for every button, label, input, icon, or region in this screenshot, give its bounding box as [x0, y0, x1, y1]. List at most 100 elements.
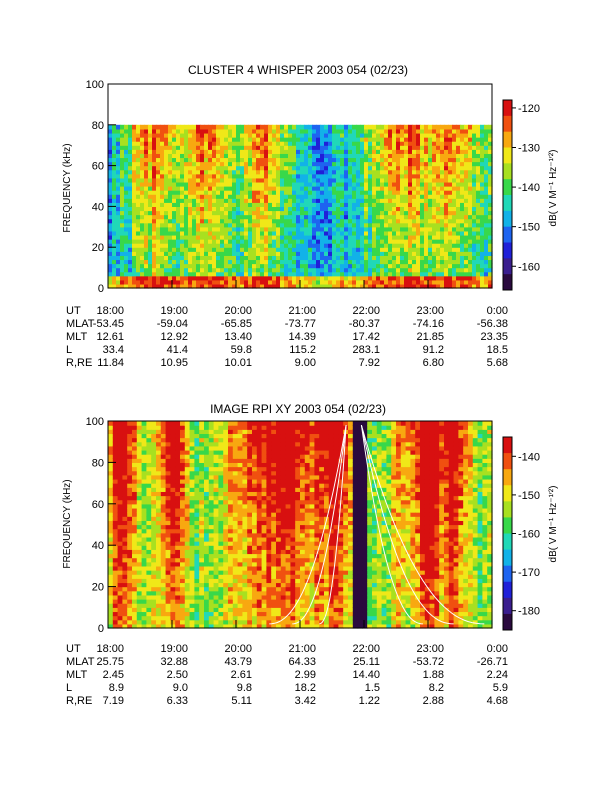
spectrogram-cell [204, 454, 210, 459]
spectrogram-cell [120, 181, 125, 187]
spectrogram-cell [120, 137, 125, 142]
spectrogram-cell [340, 177, 345, 183]
spectrogram-cell [268, 255, 273, 261]
spectrogram-cell [175, 582, 181, 588]
spectrogram-cell [468, 267, 473, 273]
spectrogram-cell [252, 206, 257, 212]
spectrogram-cell [384, 218, 389, 224]
spectrogram-cell [424, 243, 429, 248]
spectrogram-cell [240, 255, 245, 261]
spectrogram-cell [248, 177, 253, 183]
spectrogram-cell [124, 169, 129, 175]
spectrogram-cell [400, 153, 405, 159]
colorbar-tick-label: -140 [518, 182, 540, 194]
spectrogram-cell [320, 214, 325, 220]
spectrogram-cell [296, 186, 301, 191]
spectrogram-cell [132, 243, 137, 248]
spectrogram-cell [132, 230, 137, 236]
spectrogram-cell [175, 445, 181, 451]
spectrogram-cell [136, 251, 141, 256]
spectrogram-cell [160, 503, 167, 509]
spectrogram-cell [456, 247, 461, 252]
spectrogram-cell [144, 234, 149, 240]
spectrogram-cell [320, 190, 325, 195]
spectrogram-cell [404, 198, 409, 203]
spectrogram-cell [112, 226, 117, 232]
spectrogram-cell [146, 462, 152, 468]
spectrogram-cell [356, 190, 361, 195]
spectrogram-cell [165, 553, 171, 559]
spectrogram-cell [396, 263, 401, 269]
spectrogram-cell [332, 226, 337, 232]
spectrogram-cell [164, 222, 169, 228]
spectrogram-cell [184, 177, 189, 183]
spectrogram-cell [132, 495, 138, 501]
spectrogram-cell [424, 132, 429, 138]
spectrogram-cell [112, 206, 117, 212]
spectrogram-cell [324, 128, 329, 134]
spectrogram-cell [108, 239, 113, 244]
spectrogram-cell [300, 226, 305, 232]
spectrogram-cell [456, 181, 461, 187]
spectrogram-cell [364, 271, 369, 277]
spectrogram-cell [151, 594, 157, 600]
spectrogram-cell [204, 251, 209, 256]
spectrogram-cell [156, 169, 161, 175]
spectrogram-cell [240, 247, 245, 252]
spectrogram-cell [151, 528, 157, 534]
spectrogram-cell [188, 181, 193, 187]
spectrogram-cell [240, 145, 245, 150]
spectrogram-cell [108, 512, 114, 517]
spectrogram-cell [204, 141, 209, 146]
spectrogram-cell [464, 165, 469, 171]
spectrogram-cell [384, 153, 389, 159]
spectrogram-cell [280, 251, 285, 256]
spectrogram-cell [312, 198, 317, 203]
spectrogram-cell [388, 214, 393, 220]
spectrogram-cell [180, 429, 186, 435]
spectrogram-cell [396, 222, 401, 228]
spectrogram-cell [264, 177, 269, 183]
spectrogram-cell [352, 186, 357, 191]
spectrogram-cell [424, 222, 429, 228]
spectrogram-cell [112, 186, 117, 191]
spectrogram-cell [136, 516, 143, 521]
spectrogram-cell [476, 141, 481, 146]
spectrogram-cell [156, 198, 161, 203]
spectrogram-cell [122, 462, 128, 468]
spectrogram-cell [268, 132, 273, 138]
spectrogram-cell [152, 210, 157, 216]
spectrogram-cell [127, 516, 133, 521]
spectrogram-cell [400, 243, 405, 248]
spectrogram-cell [176, 145, 181, 150]
spectrogram-cell [472, 161, 477, 167]
spectrogram-cell [236, 177, 241, 183]
spectrogram-cell [112, 545, 119, 550]
spectrogram-cell [320, 194, 325, 199]
spectrogram-cell [136, 437, 143, 443]
spectrogram-cell [176, 263, 181, 269]
spectrogram-cell [252, 149, 257, 154]
spectrogram-cell [156, 590, 162, 596]
spectrogram-cell [200, 132, 205, 138]
spectrogram-cell [136, 541, 143, 546]
spectrogram-cell [464, 271, 469, 277]
spectrogram-cell [308, 153, 313, 159]
spectrogram-cell [192, 194, 197, 199]
spectrogram-cell [156, 491, 162, 497]
spectrogram-cell [344, 128, 349, 134]
spectrogram-cell [372, 230, 377, 236]
spectrogram-cell [284, 202, 289, 207]
spectrogram-cell [170, 611, 176, 617]
spectrogram-cell [376, 181, 381, 187]
spectrogram-cell [296, 157, 301, 163]
spectrogram-cell [344, 132, 349, 138]
spectrogram-cell [348, 186, 353, 191]
spectrogram-cell [320, 226, 325, 232]
spectrogram-cell [356, 214, 361, 220]
spectrogram-cell [132, 153, 137, 159]
spectrogram-cell [160, 599, 167, 604]
spectrogram-cell [340, 169, 345, 175]
spectrogram-cell [170, 615, 176, 621]
spectrogram-cell [204, 491, 210, 497]
